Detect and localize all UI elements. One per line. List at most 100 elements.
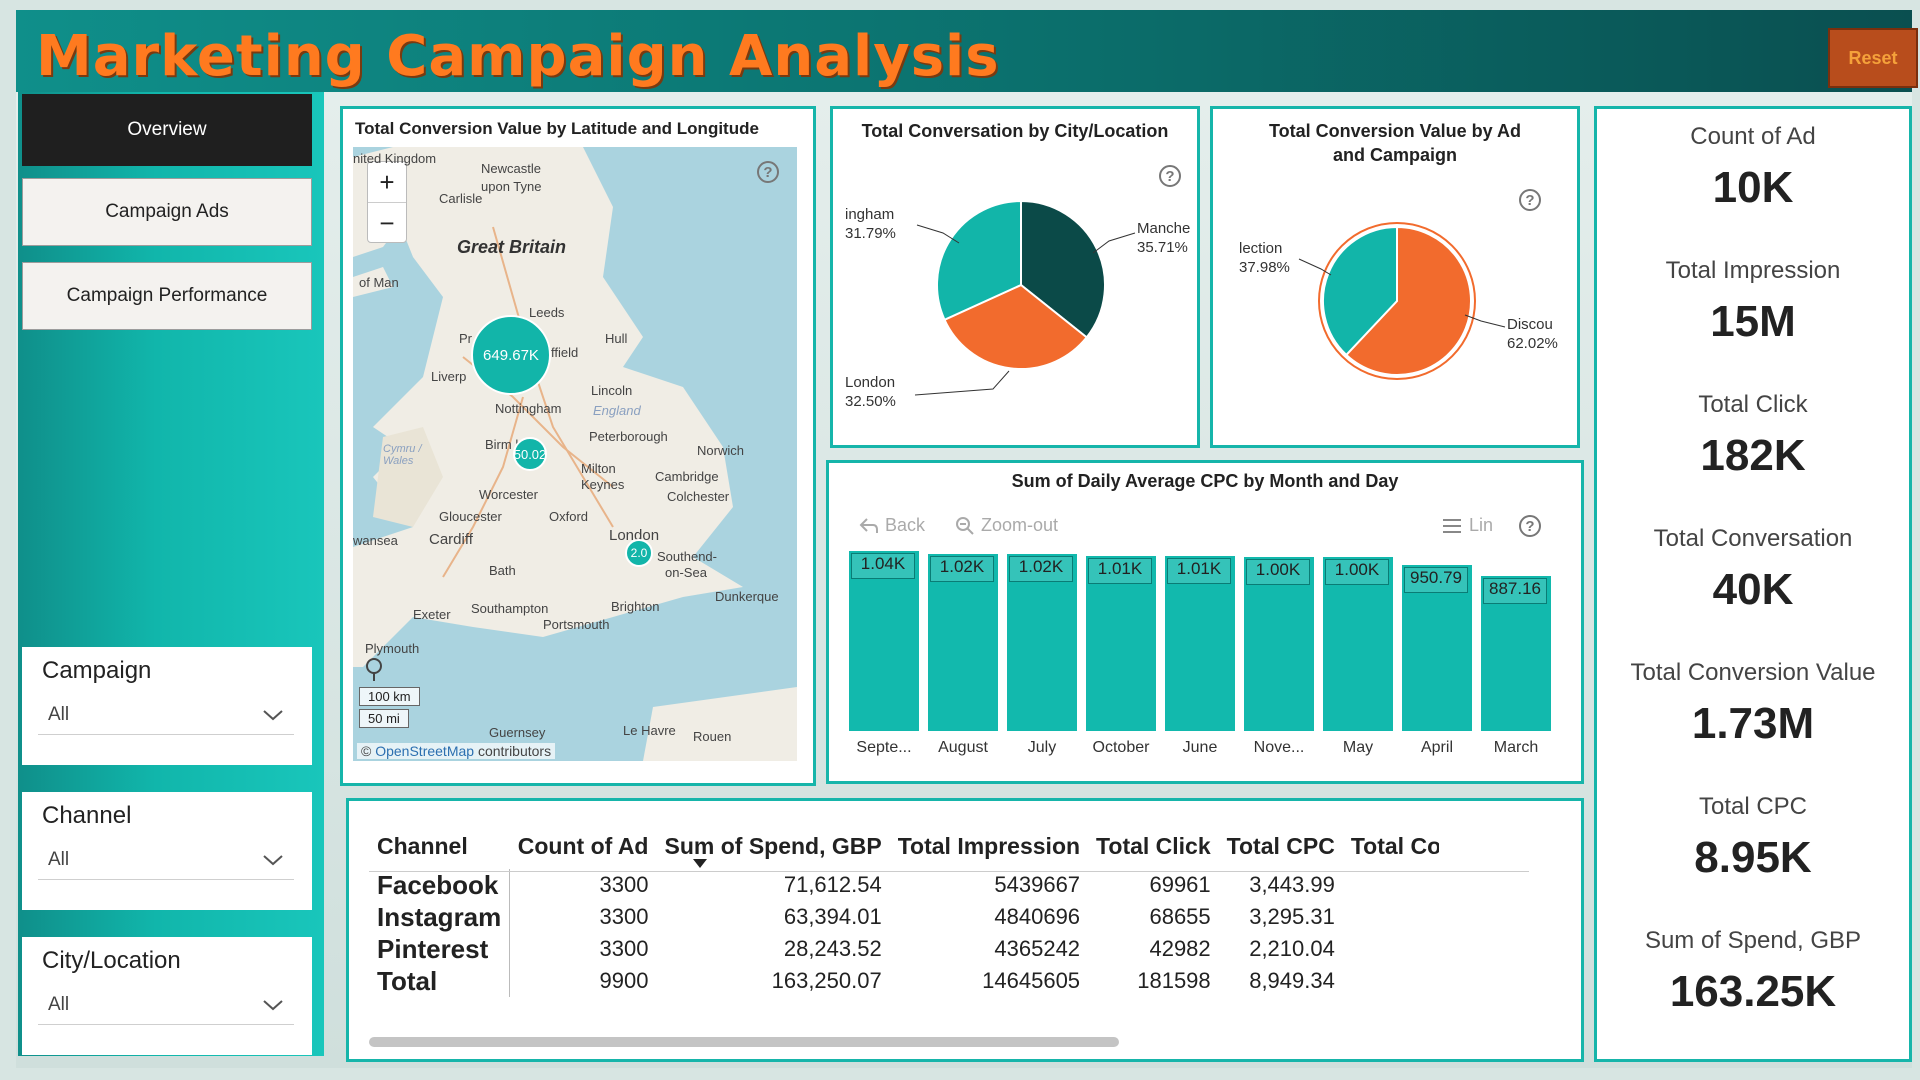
pie-city-chart[interactable] (833, 109, 1203, 451)
help-icon[interactable]: ? (757, 161, 779, 183)
map-label-swansea: wansea (353, 533, 398, 548)
map-label-nottingham: Nottingham (495, 401, 562, 416)
pie-ad-label-2-name: Discou (1507, 316, 1553, 333)
help-icon[interactable]: ? (1159, 165, 1181, 187)
city-dropdown[interactable]: All (38, 985, 294, 1025)
map-label-pr: Pr (459, 331, 472, 346)
navigation-panel: Overview Campaign Ads Campaign Performan… (18, 92, 324, 1056)
map-label-milton: Milton (581, 461, 616, 476)
zoom-in-button[interactable]: + (368, 162, 406, 203)
bar-category-label: Septe... (856, 739, 912, 756)
city-slicer-label: City/Location (42, 947, 181, 974)
col-channel[interactable]: Channel (377, 832, 468, 859)
pie-outline (1318, 222, 1476, 380)
bar[interactable] (1323, 557, 1393, 731)
dashboard-title: Marketing Campaign Analysis (36, 24, 1000, 89)
zoom-out-button[interactable]: − (379, 207, 395, 238)
col-sum-of-spend[interactable]: Sum of Spend, GBP (664, 832, 882, 859)
table-row[interactable]: Pinterest 3300 28,243.52 4365242 42982 2… (369, 933, 1439, 965)
osm-link[interactable]: OpenStreetMap (375, 743, 475, 759)
nav-campaign-performance-button[interactable]: Campaign Performance (22, 262, 312, 330)
col-total-cpc[interactable]: Total CPC (1226, 832, 1335, 859)
pie-slice[interactable] (1020, 199, 1106, 339)
pie-leader-line (916, 224, 960, 244)
bar-category-label: October (1092, 739, 1150, 756)
pie-city-label-3-pct: 32.50% (845, 393, 896, 410)
map-bubble-manchester[interactable]: 649.67K (471, 315, 551, 395)
kpi-label: Count of Ad (1690, 123, 1816, 150)
table-row[interactable]: Instagram 3300 63,394.01 4840696 68655 3… (369, 901, 1439, 933)
col-total-impression[interactable]: Total Impression (897, 832, 1081, 859)
cell-cpc: 8,949.34 (1249, 968, 1335, 993)
table-total-row: Total 9900 163,250.07 14645605 181598 8,… (369, 965, 1439, 997)
channel-table: Channel Count of Ad Sum of Spend, GBP To… (369, 823, 1439, 997)
cell-impression: 5439667 (994, 872, 1081, 897)
nav-campaign-ads-button[interactable]: Campaign Ads (22, 178, 312, 246)
campaign-dropdown[interactable]: All (38, 695, 294, 735)
bar-category-label: March (1493, 739, 1539, 756)
nav-overview-button[interactable]: Overview (22, 94, 312, 166)
sort-desc-icon[interactable] (693, 859, 707, 869)
reset-button[interactable]: Reset (1828, 28, 1918, 88)
bar-category-label: May (1342, 739, 1374, 756)
map-label-norwich: Norwich (697, 443, 744, 458)
bar[interactable] (1481, 575, 1551, 731)
map-label-carlisle: Carlisle (439, 191, 483, 206)
bar[interactable] (1165, 555, 1235, 731)
bar[interactable] (849, 550, 919, 731)
kpi-label: Total Conversation (1653, 525, 1853, 552)
pie-slice[interactable] (943, 283, 1089, 370)
bar[interactable] (1086, 555, 1156, 731)
kpi-value: 40K (1712, 565, 1794, 614)
cell-impression: 14645605 (982, 968, 1081, 993)
list-view-button[interactable]: Lin (1441, 515, 1493, 536)
header-bar: Marketing Campaign Analysis Reset (16, 10, 1918, 92)
bar-data-label: 1.02K (930, 556, 994, 583)
col-total-conversion[interactable]: Total Co (1350, 832, 1439, 859)
pie-slice[interactable] (1344, 225, 1472, 376)
map-view[interactable]: + − ? nited Kingdom Newcastle upon Tyne … (353, 147, 797, 761)
table-horizontal-scrollbar[interactable] (369, 1037, 1119, 1047)
map-label-london: London (609, 527, 660, 544)
zoom-out-chart-button[interactable]: Zoom-out (955, 515, 1058, 536)
bar-data-label: 1.01K (1167, 557, 1231, 584)
pie-ad-title-line-1: Total Conversion Value by Ad (1268, 121, 1522, 141)
map-label-gloucester: Gloucester (439, 509, 502, 524)
map-label-kingdom: nited Kingdom (353, 151, 437, 166)
bar[interactable] (1244, 557, 1314, 731)
bar[interactable] (928, 554, 998, 731)
kpi-value: 8.95K (1694, 833, 1812, 882)
kpi-label: Total CPC (1698, 793, 1808, 820)
bar[interactable] (1007, 554, 1077, 731)
help-icon[interactable]: ? (1519, 515, 1541, 537)
bar-category-label: Nove... (1253, 739, 1305, 756)
map-zoom-control: + − (367, 161, 407, 243)
bar-data-label: 950.79 (1404, 567, 1468, 594)
channel-slicer-label: Channel (42, 802, 132, 829)
map-bubble-birmingham[interactable]: 50.02 (513, 437, 547, 471)
cell-conversion (1343, 933, 1439, 965)
cell-cpc: 3,443.99 (1249, 872, 1335, 897)
map-label-plymouth: Plymouth (365, 641, 420, 656)
pie-slice[interactable] (936, 199, 1022, 322)
channel-table-card: Channel Count of Ad Sum of Spend, GBP To… (346, 798, 1584, 1062)
col-total-click[interactable]: Total Click (1096, 832, 1211, 859)
col-count-of-ad[interactable]: Count of Ad (517, 832, 649, 859)
pie-ad-label-2-pct: 62.02% (1507, 335, 1558, 352)
help-icon[interactable]: ? (1519, 189, 1541, 211)
bar-data-label: 1.04K (851, 552, 915, 579)
map-bubble-london[interactable]: 2.0 (625, 539, 653, 567)
pie-ad-chart[interactable] (1213, 109, 1583, 451)
cell-click: 181598 (1137, 968, 1211, 993)
map-label-southampton: Southampton (471, 601, 549, 616)
drill-back-button[interactable]: Back (859, 515, 925, 536)
campaign-slicer: Campaign All (22, 647, 312, 765)
cell-conversion (1343, 869, 1439, 901)
kpi-label: Sum of Spend, GBP (1644, 927, 1862, 954)
channel-dropdown[interactable]: All (38, 840, 294, 880)
campaign-slicer-label: Campaign (42, 657, 152, 684)
map-scale-mi: 50 mi (359, 709, 409, 728)
pie-ad-label-1-pct: 37.98% (1239, 259, 1290, 276)
map-label-exeter: Exeter (413, 607, 451, 622)
table-row[interactable]: Facebook 3300 71,612.54 5439667 69961 3,… (369, 869, 1439, 901)
